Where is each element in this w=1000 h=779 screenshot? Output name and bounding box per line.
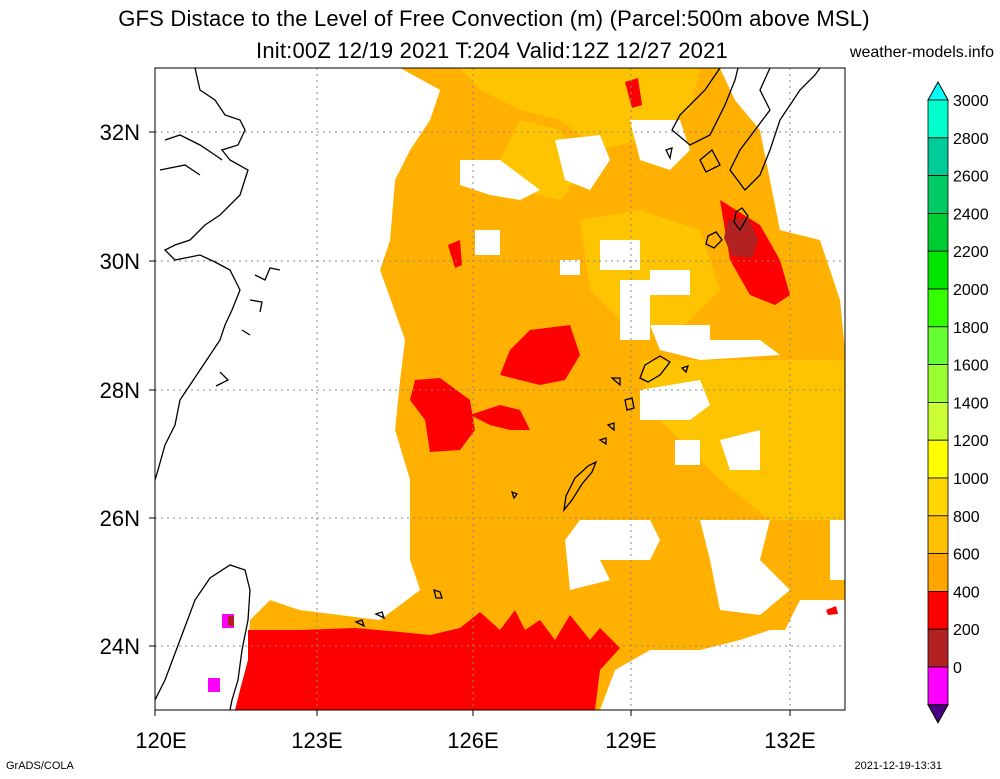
colorbar-segment xyxy=(927,515,949,554)
colorbar-label: 1200 xyxy=(953,433,989,450)
lat-label: 24N xyxy=(100,634,140,659)
colorbar-segment xyxy=(927,326,949,365)
colorbar-label: 2600 xyxy=(953,169,989,186)
colorbar-segment xyxy=(927,212,949,252)
colorbar-segment xyxy=(927,364,949,403)
footer-timestamp: 2021-12-19-13:31 xyxy=(854,760,942,772)
lat-label: 26N xyxy=(100,506,140,531)
footer-credit: GrADS/COLA xyxy=(6,760,74,772)
colorbar-segment xyxy=(927,175,949,214)
colorbar-label: 800 xyxy=(953,509,980,526)
colorbar: 3000280026002400220020001800160014001200… xyxy=(927,80,989,724)
axis-ticks xyxy=(149,131,791,716)
colorbar-label: 3000 xyxy=(953,93,989,110)
colorbar-segment xyxy=(927,439,949,479)
colorbar-segment xyxy=(927,288,949,328)
colorbar-label: 1400 xyxy=(953,395,989,412)
colorbar-label: 1000 xyxy=(953,471,989,488)
colorbar-bottom-arrow xyxy=(927,704,949,724)
lat-label: 28N xyxy=(100,378,140,403)
coastlines xyxy=(155,68,821,710)
colorbar-label: 0 xyxy=(953,660,962,677)
lon-label: 132E xyxy=(764,728,815,753)
colorbar-top-arrow xyxy=(927,80,949,101)
colorbar-segment xyxy=(927,250,949,290)
colorbar-segment xyxy=(927,591,949,630)
colorbar-segment xyxy=(927,553,949,592)
lat-label: 30N xyxy=(100,249,140,274)
missing-data-areas xyxy=(155,68,845,710)
lon-label: 123E xyxy=(291,728,342,753)
colorbar-segment xyxy=(927,477,949,517)
colorbar-segment xyxy=(927,99,949,139)
lfc-field-200-400 xyxy=(208,678,220,692)
lfc-field-600-800 xyxy=(235,78,838,710)
map-gridlines xyxy=(155,68,845,710)
lfc-field-400-600 xyxy=(228,616,234,626)
lat-label: 32N xyxy=(100,120,140,145)
colorbar-segment xyxy=(927,137,949,177)
colorbar-label: 2400 xyxy=(953,206,989,223)
lfc-field-400-600 xyxy=(724,218,758,258)
colorbar-label: 600 xyxy=(953,547,980,564)
colorbar-label: 2200 xyxy=(953,244,989,261)
colorbar-label: 200 xyxy=(953,622,980,639)
colorbar-segment xyxy=(927,401,949,441)
map-frame xyxy=(154,67,846,711)
colorbar-label: 2800 xyxy=(953,131,989,148)
colorbar-label: 1800 xyxy=(953,320,989,337)
colorbar-segment xyxy=(927,666,949,706)
map-plot-area xyxy=(155,68,845,710)
colorbar-label: 1600 xyxy=(953,358,989,375)
chart-subtitle: Init:00Z 12/19 2021 T:204 Valid:12Z 12/2… xyxy=(256,38,728,63)
colorbar-label: 400 xyxy=(953,584,980,601)
lon-label: 129E xyxy=(605,728,656,753)
colorbar-label: 2000 xyxy=(953,282,989,299)
lon-label: 120E xyxy=(135,728,186,753)
chart-title: GFS Distace to the Level of Free Convect… xyxy=(118,6,870,31)
site-credit: weather-models.info xyxy=(849,44,994,61)
lon-label: 126E xyxy=(447,728,498,753)
colorbar-segment xyxy=(927,628,949,668)
